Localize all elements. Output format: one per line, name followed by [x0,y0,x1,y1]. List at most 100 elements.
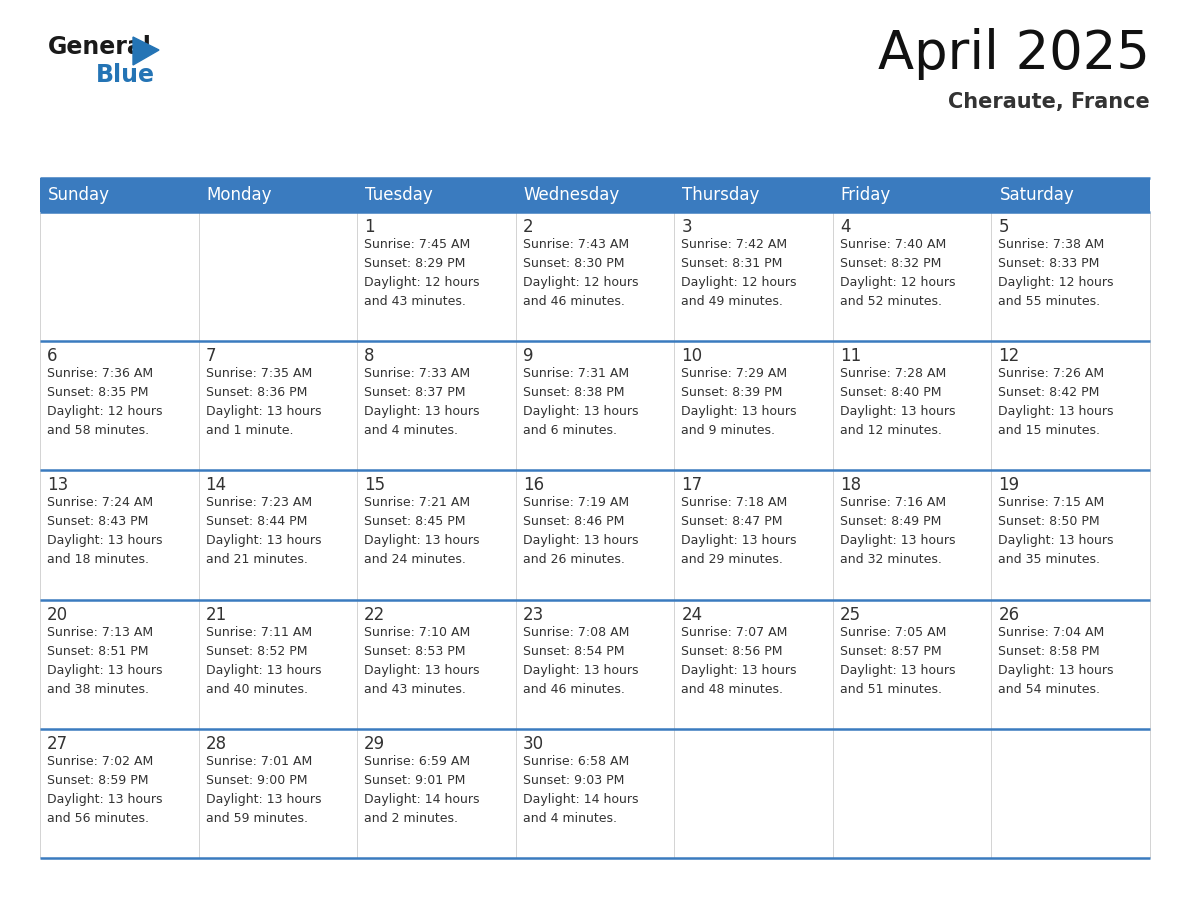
Text: and 1 minute.: and 1 minute. [206,424,293,437]
Text: Sunset: 8:54 PM: Sunset: 8:54 PM [523,644,624,657]
Text: Wednesday: Wednesday [524,186,620,204]
Text: Daylight: 13 hours: Daylight: 13 hours [523,534,638,547]
Text: Sunrise: 7:36 AM: Sunrise: 7:36 AM [48,367,153,380]
Text: Daylight: 13 hours: Daylight: 13 hours [840,664,955,677]
Text: and 9 minutes.: and 9 minutes. [681,424,776,437]
Text: Daylight: 13 hours: Daylight: 13 hours [48,793,163,806]
Text: Sunrise: 7:42 AM: Sunrise: 7:42 AM [681,238,788,251]
Text: Sunrise: 6:59 AM: Sunrise: 6:59 AM [365,755,470,767]
Text: Sunset: 8:44 PM: Sunset: 8:44 PM [206,515,307,529]
Bar [675,599,833,729]
Text: and 46 minutes.: and 46 minutes. [523,683,625,696]
Text: and 38 minutes.: and 38 minutes. [48,683,148,696]
Text: and 59 minutes.: and 59 minutes. [206,812,308,824]
Text: 29: 29 [365,734,385,753]
Bar [198,470,358,599]
Text: General: General [48,35,152,59]
Text: Sunset: 8:45 PM: Sunset: 8:45 PM [365,515,466,529]
Text: Daylight: 12 hours: Daylight: 12 hours [681,276,797,289]
Text: and 29 minutes.: and 29 minutes. [681,554,783,566]
Text: Sunrise: 7:11 AM: Sunrise: 7:11 AM [206,625,311,639]
Text: Daylight: 14 hours: Daylight: 14 hours [523,793,638,806]
Text: 27: 27 [48,734,68,753]
Text: Sunset: 8:51 PM: Sunset: 8:51 PM [48,644,148,657]
Text: Sunset: 9:00 PM: Sunset: 9:00 PM [206,774,307,787]
Bar [675,212,833,341]
Bar [833,212,992,341]
Text: Sunset: 8:39 PM: Sunset: 8:39 PM [681,386,783,399]
Bar [675,178,833,212]
Text: Sunset: 8:50 PM: Sunset: 8:50 PM [998,515,1100,529]
Text: 10: 10 [681,347,702,365]
Text: Daylight: 13 hours: Daylight: 13 hours [365,405,480,419]
Text: Sunset: 8:40 PM: Sunset: 8:40 PM [840,386,941,399]
Bar [675,470,833,599]
Text: 8: 8 [365,347,374,365]
Bar [40,178,198,212]
Text: Sunrise: 7:40 AM: Sunrise: 7:40 AM [840,238,946,251]
Bar [358,729,516,858]
Text: Sunrise: 7:33 AM: Sunrise: 7:33 AM [365,367,470,380]
Text: Sunrise: 7:13 AM: Sunrise: 7:13 AM [48,625,153,639]
Bar [833,341,992,470]
Text: Daylight: 13 hours: Daylight: 13 hours [206,793,321,806]
Text: Sunset: 8:30 PM: Sunset: 8:30 PM [523,257,624,270]
Bar [992,599,1150,729]
Text: Thursday: Thursday [682,186,759,204]
Text: Sunset: 8:31 PM: Sunset: 8:31 PM [681,257,783,270]
Bar [992,729,1150,858]
Bar [992,341,1150,470]
Text: 11: 11 [840,347,861,365]
Text: Daylight: 14 hours: Daylight: 14 hours [365,793,480,806]
Text: Sunrise: 7:31 AM: Sunrise: 7:31 AM [523,367,628,380]
Text: Daylight: 13 hours: Daylight: 13 hours [681,534,797,547]
Text: Friday: Friday [841,186,891,204]
Text: Sunset: 8:35 PM: Sunset: 8:35 PM [48,386,148,399]
Text: Daylight: 13 hours: Daylight: 13 hours [206,664,321,677]
Text: and 58 minutes.: and 58 minutes. [48,424,150,437]
Text: Sunrise: 7:02 AM: Sunrise: 7:02 AM [48,755,153,767]
Text: Blue: Blue [96,63,154,87]
Text: Sunrise: 7:21 AM: Sunrise: 7:21 AM [365,497,470,509]
Text: 6: 6 [48,347,57,365]
Bar [992,470,1150,599]
Text: Sunset: 8:42 PM: Sunset: 8:42 PM [998,386,1100,399]
Bar [516,341,675,470]
Text: Daylight: 13 hours: Daylight: 13 hours [365,664,480,677]
Text: Tuesday: Tuesday [365,186,432,204]
Bar [40,212,198,341]
Bar [198,599,358,729]
Text: and 49 minutes.: and 49 minutes. [681,295,783,308]
Text: Sunrise: 7:16 AM: Sunrise: 7:16 AM [840,497,946,509]
Text: and 56 minutes.: and 56 minutes. [48,812,148,824]
Bar [833,178,992,212]
Text: Sunrise: 7:05 AM: Sunrise: 7:05 AM [840,625,946,639]
Text: Sunrise: 7:19 AM: Sunrise: 7:19 AM [523,497,628,509]
Text: Daylight: 12 hours: Daylight: 12 hours [998,276,1114,289]
Text: 2: 2 [523,218,533,236]
Text: Sunrise: 7:07 AM: Sunrise: 7:07 AM [681,625,788,639]
Text: Sunset: 8:38 PM: Sunset: 8:38 PM [523,386,624,399]
Bar [516,178,675,212]
Text: and 52 minutes.: and 52 minutes. [840,295,942,308]
Text: Sunset: 8:32 PM: Sunset: 8:32 PM [840,257,941,270]
Text: 17: 17 [681,476,702,495]
Text: and 40 minutes.: and 40 minutes. [206,683,308,696]
Text: Daylight: 13 hours: Daylight: 13 hours [998,405,1114,419]
Text: and 26 minutes.: and 26 minutes. [523,554,625,566]
Text: 3: 3 [681,218,691,236]
Bar [833,599,992,729]
Text: 25: 25 [840,606,861,623]
Text: and 51 minutes.: and 51 minutes. [840,683,942,696]
Text: Sunrise: 7:23 AM: Sunrise: 7:23 AM [206,497,311,509]
Text: Sunrise: 7:08 AM: Sunrise: 7:08 AM [523,625,630,639]
Bar [40,341,198,470]
Text: Daylight: 13 hours: Daylight: 13 hours [681,664,797,677]
Text: Sunset: 8:57 PM: Sunset: 8:57 PM [840,644,941,657]
Text: 12: 12 [998,347,1019,365]
Text: Sunset: 8:56 PM: Sunset: 8:56 PM [681,644,783,657]
Text: Saturday: Saturday [999,186,1074,204]
Text: and 4 minutes.: and 4 minutes. [523,812,617,824]
Text: and 48 minutes.: and 48 minutes. [681,683,783,696]
Text: 14: 14 [206,476,227,495]
